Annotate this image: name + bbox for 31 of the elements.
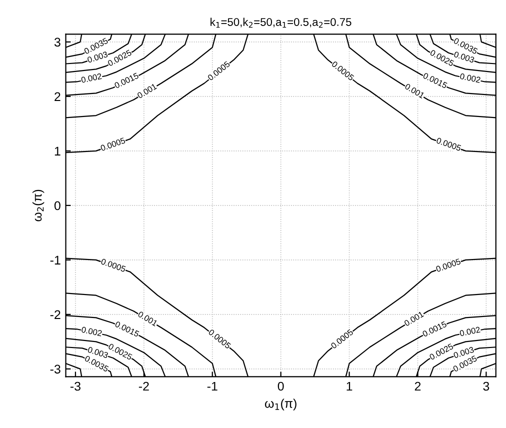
x-tick-label: 2: [414, 382, 421, 391]
annotation: 0.002: [459, 326, 480, 336]
annotation: 0.003: [453, 346, 474, 358]
annotation: 0.002: [460, 73, 481, 83]
annotation: 0.001: [136, 83, 158, 99]
x-tick-label: 3: [483, 382, 490, 391]
x-tick-label: -2: [138, 382, 149, 391]
annotation: 0.001: [404, 311, 424, 326]
annotation: 0.003: [454, 51, 475, 63]
x-axis-title: ω$_{1}$(π): [264, 398, 296, 410]
y-tick-label: -3: [50, 364, 60, 374]
y-tick-label: 3: [54, 38, 60, 47]
y-tick-label: -1: [50, 256, 60, 264]
x-tick-label: -1: [207, 382, 218, 391]
y-tick-label: 0: [54, 201, 60, 210]
x-tick-label: 0: [278, 382, 284, 391]
annotation: 0.0005: [100, 258, 126, 272]
y-tick-label: 1: [54, 146, 60, 156]
annotation: 0.003: [87, 346, 108, 358]
chart-title: k$_{1}$=50,k$_{2}$=50,a$_{1}$=0.5,a$_{2}$=0.75: [210, 18, 352, 28]
x-tick-label: 1: [346, 382, 352, 391]
annotation: 0.0005: [436, 137, 462, 152]
y-axis-title: ω$_{2}$(π): [32, 190, 44, 222]
annotation: 0.002: [80, 73, 102, 83]
annotation: 0.0005: [436, 258, 461, 272]
annotation: 0.0005: [100, 137, 126, 152]
x-tick-label: -3: [70, 382, 80, 391]
y-tick-label: -2: [50, 310, 60, 319]
y-tick-label: 2: [54, 92, 60, 101]
annotation: 0.002: [81, 326, 102, 336]
annotation: 0.003: [86, 51, 108, 63]
